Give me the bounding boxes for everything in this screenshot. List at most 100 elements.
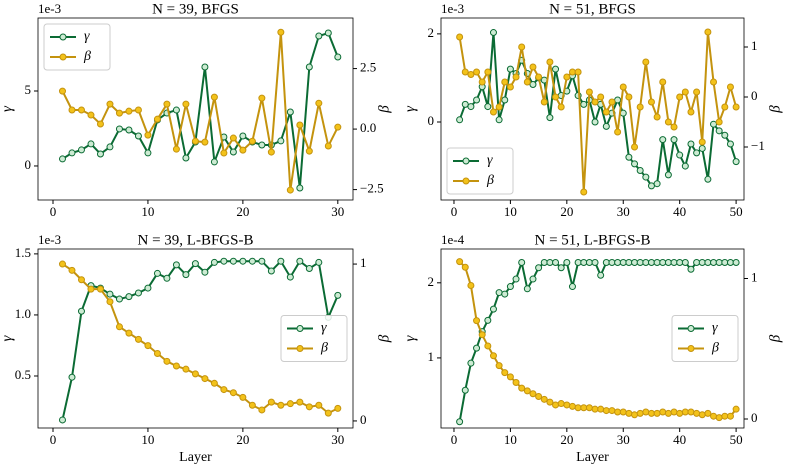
marker [315, 401, 323, 409]
marker [144, 149, 152, 157]
y-axis-label: γ [0, 334, 15, 341]
marker [461, 68, 469, 76]
series-line [61, 32, 339, 191]
legend-box [43, 23, 111, 71]
marker [710, 412, 718, 420]
marker [715, 118, 723, 126]
marker [115, 295, 123, 303]
marker [636, 259, 644, 267]
marker [201, 268, 209, 276]
marker [614, 259, 622, 267]
x-tick-label: 20 [236, 432, 249, 447]
marker [106, 100, 114, 108]
legend-marker [687, 325, 695, 332]
marker [726, 412, 734, 420]
marker [591, 259, 599, 267]
marker [87, 285, 95, 293]
marker [726, 83, 734, 91]
marker [591, 405, 599, 413]
y-tick-label: 0.5 [15, 367, 31, 382]
x-tick-label: 0 [50, 204, 57, 219]
marker [535, 264, 543, 272]
marker [585, 88, 593, 96]
marker [710, 259, 718, 267]
marker [693, 259, 701, 267]
marker [201, 138, 209, 146]
marker [239, 257, 247, 265]
marker [229, 134, 237, 142]
marker [495, 362, 503, 370]
subplot-title: N = 39, BFGS [152, 1, 239, 17]
marker [693, 88, 701, 96]
marker [144, 342, 152, 350]
y-axis-label: γ [402, 334, 418, 341]
marker [305, 63, 313, 71]
marker [602, 108, 610, 116]
marker [296, 121, 304, 129]
marker [484, 68, 492, 76]
y-tick-label: 1.5 [15, 245, 31, 260]
y-tick-label: 2 [428, 25, 435, 40]
x-tick-label: 20 [560, 204, 573, 219]
marker [535, 73, 543, 81]
legend-label: γ [712, 321, 718, 336]
marker [704, 175, 712, 183]
marker [96, 120, 104, 128]
legend-marker [462, 177, 470, 185]
y2-tick-label: 2.5 [360, 60, 376, 75]
marker [597, 405, 605, 413]
y-offset-label: 1e-4 [441, 232, 465, 247]
y2-tick-label: 0 [751, 88, 758, 103]
marker [670, 259, 678, 267]
marker [681, 259, 689, 267]
marker [664, 409, 672, 417]
x-tick-label: 40 [673, 204, 686, 219]
marker [563, 259, 571, 267]
marker [506, 373, 514, 381]
marker [506, 65, 514, 73]
marker [191, 137, 199, 145]
marker [258, 406, 266, 414]
marker [305, 265, 313, 273]
marker [653, 259, 661, 267]
marker [484, 316, 492, 324]
marker [229, 148, 237, 156]
marker [614, 408, 622, 416]
marker [625, 153, 633, 161]
marker [698, 259, 706, 267]
marker [134, 289, 142, 297]
subplot-title: N = 51, L-BFGS-B [535, 232, 651, 248]
marker [191, 260, 199, 268]
marker [478, 331, 486, 339]
x-tick-label: 20 [560, 432, 573, 447]
marker [220, 149, 228, 157]
marker [732, 103, 740, 111]
marker [676, 93, 684, 101]
y-axis-label: γ [0, 105, 15, 112]
marker [631, 259, 639, 267]
marker [557, 264, 565, 272]
marker [676, 409, 684, 417]
marker [461, 100, 469, 108]
marker [495, 103, 503, 111]
series-line [458, 32, 738, 188]
marker [296, 398, 304, 406]
y2-axis-label: β [767, 334, 783, 343]
y-tick-label: 1.0 [15, 306, 31, 321]
axes-frame [440, 248, 745, 429]
marker [704, 409, 712, 417]
marker [125, 107, 133, 115]
marker [495, 116, 503, 124]
marker [172, 261, 180, 269]
marker [229, 257, 237, 265]
marker [201, 375, 209, 383]
marker [642, 408, 650, 416]
marker [563, 73, 571, 81]
marker [681, 162, 689, 170]
marker [68, 266, 76, 274]
marker [501, 78, 509, 86]
marker [523, 285, 531, 293]
marker [552, 259, 560, 267]
legend-box [280, 315, 348, 362]
marker [239, 393, 247, 401]
